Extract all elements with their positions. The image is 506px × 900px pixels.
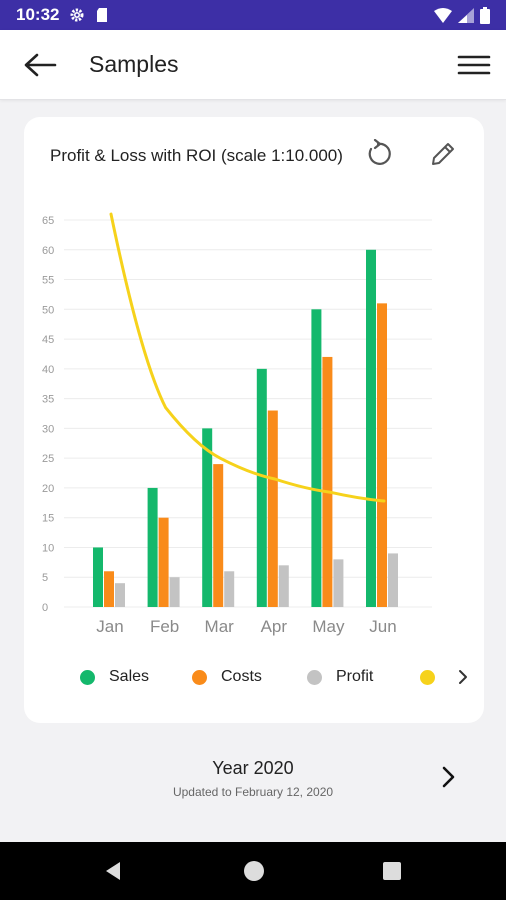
x-tick-label: Feb xyxy=(150,617,179,636)
bar-sales-mar xyxy=(202,428,213,607)
y-tick-label: 0 xyxy=(42,602,48,614)
y-tick-label: 35 xyxy=(42,394,54,406)
chart-title: Profit & Loss with ROI (scale 1:10.000) xyxy=(50,146,343,165)
legend-swatch-profit xyxy=(307,669,322,685)
y-tick-label: 5 xyxy=(42,572,48,584)
arrow-left-icon[interactable] xyxy=(22,50,58,80)
y-tick-label: 60 xyxy=(42,245,54,257)
roi-line xyxy=(109,212,386,503)
y-tick-label: 55 xyxy=(42,275,54,287)
combo-chart: 0 5 10 15 20 25 30 35 40 45 50 55 60 65 Jan Feb Mar Apr Ma… xyxy=(42,212,432,636)
y-tick-label: 40 xyxy=(42,364,54,376)
bar-costs-mar xyxy=(213,464,224,607)
y-tick-label: 10 xyxy=(42,542,54,554)
bar-costs-jan xyxy=(104,571,114,607)
status-bar: 10:32 xyxy=(0,0,506,30)
y-tick-label: 15 xyxy=(42,513,54,525)
bar-costs-apr xyxy=(267,410,278,607)
legend-item-line[interactable] xyxy=(420,662,435,692)
x-tick-label: Jun xyxy=(369,617,396,636)
y-tick-label: 65 xyxy=(42,215,54,227)
settings-gear-icon xyxy=(70,8,84,22)
bar-profit-may xyxy=(333,559,344,607)
y-tick-label: 20 xyxy=(42,483,54,495)
cell-signal-icon xyxy=(458,7,474,23)
legend-item-sales[interactable]: Sales xyxy=(80,662,149,692)
legend-swatch-sales xyxy=(80,669,95,685)
legend-item-costs[interactable]: Costs xyxy=(192,662,262,692)
bar-sales-jun xyxy=(366,249,376,607)
y-tick-label: 25 xyxy=(42,453,54,465)
y-tick-label: 30 xyxy=(42,423,54,435)
hamburger-menu-icon[interactable] xyxy=(456,50,492,80)
battery-icon xyxy=(480,6,490,24)
legend-next-chevron-icon[interactable] xyxy=(454,668,472,686)
bar-profit-jun xyxy=(388,553,398,607)
bar-costs-may xyxy=(322,356,333,607)
bar-sales-feb xyxy=(147,487,158,607)
legend-label-costs: Costs xyxy=(221,668,262,685)
bar-sales-apr xyxy=(256,368,267,607)
nav-back-icon[interactable] xyxy=(102,860,124,882)
bar-costs-jun xyxy=(377,303,387,607)
x-tick-label: Apr xyxy=(261,617,288,636)
chart-card: Profit & Loss with ROI (scale 1:10.000) … xyxy=(24,117,484,723)
legend-label-profit: Profit xyxy=(336,668,374,685)
x-tick-label: Jan xyxy=(96,617,123,636)
legend-item-profit[interactable]: Profit xyxy=(307,662,373,692)
y-tick-label: 45 xyxy=(42,334,54,346)
period-info: Year 2020 Updated to February 12, 2020 xyxy=(0,758,506,799)
bar-profit-apr xyxy=(278,565,289,607)
x-tick-label: May xyxy=(312,617,345,636)
page-title: Samples xyxy=(89,51,179,77)
x-tick-label: Mar xyxy=(205,617,235,636)
chart-legend: Sales Costs Profit xyxy=(24,662,484,692)
bar-sales-may xyxy=(311,309,322,607)
legend-label-sales: Sales xyxy=(109,668,150,685)
year-label: Year 2020 xyxy=(212,758,294,778)
chevron-right-icon[interactable] xyxy=(436,764,462,790)
status-time: 10:32 xyxy=(16,5,60,24)
nav-home-icon[interactable] xyxy=(242,859,266,883)
refresh-icon[interactable] xyxy=(364,139,394,169)
bar-profit-mar xyxy=(224,571,235,607)
y-tick-label: 50 xyxy=(42,304,54,316)
nav-recents-icon[interactable] xyxy=(382,861,402,881)
legend-swatch-costs xyxy=(192,669,207,685)
bar-profit-feb xyxy=(169,577,180,607)
pencil-icon[interactable] xyxy=(428,139,458,169)
system-nav-bar xyxy=(0,842,506,900)
bar-costs-feb xyxy=(158,517,169,607)
bar-sales-jan xyxy=(93,547,103,607)
bar-profit-jan xyxy=(115,583,125,607)
wifi-icon xyxy=(434,7,452,23)
legend-swatch-line xyxy=(420,669,435,685)
sd-card-icon xyxy=(97,8,108,22)
app-bar: Samples xyxy=(0,30,506,100)
updated-label: Updated to February 12, 2020 xyxy=(172,785,334,799)
